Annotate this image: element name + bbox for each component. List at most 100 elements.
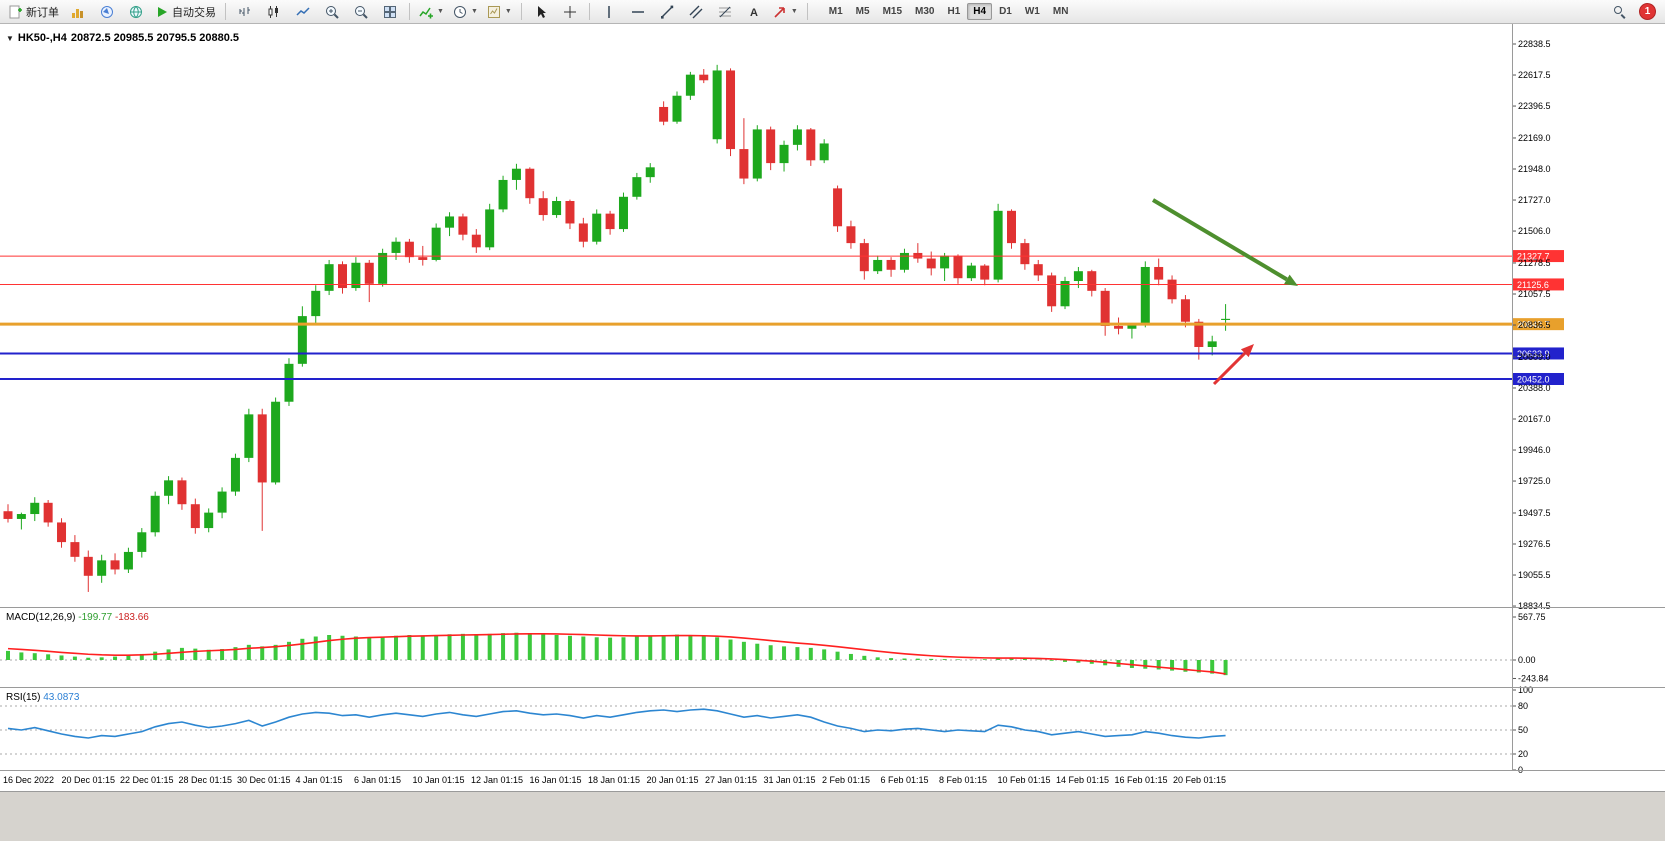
svg-text:22396.5: 22396.5 [1518, 101, 1551, 111]
toolbar-separator [806, 3, 808, 20]
svg-text:16 Feb 01:15: 16 Feb 01:15 [1115, 775, 1168, 785]
fibonacci-tool-button[interactable] [711, 1, 739, 23]
tab-timeframe-m30[interactable]: M30 [915, 6, 935, 17]
price-axis: 22838.5 22617.5 22396.5 22169.0 21948.0 21727… [1512, 39, 1551, 611]
toolbar-separator [520, 3, 522, 20]
cursor-tool-button[interactable] [527, 1, 555, 23]
price-line-badge [1513, 250, 1564, 263]
horizontal-line-tool-button[interactable] [624, 1, 652, 23]
svg-text:80: 80 [1518, 701, 1528, 711]
line-chart-icon [296, 5, 310, 19]
svg-text:6 Jan 01:15: 6 Jan 01:15 [354, 775, 401, 785]
toolbar: 新订单 自动交易 [0, 0, 1665, 24]
svg-text:0.00: 0.00 [1518, 655, 1536, 665]
svg-text:10 Jan 01:15: 10 Jan 01:15 [413, 775, 465, 785]
vertical-line-tool-button[interactable] [595, 1, 623, 23]
templates-button[interactable]: ▼ [483, 1, 516, 23]
arrows-tool-button[interactable]: ▼ [769, 1, 802, 23]
terminal-button[interactable] [122, 1, 150, 23]
indicators-button[interactable]: ▼ [415, 1, 448, 23]
macd-signal-value: -183.66 [114, 612, 149, 623]
trendline-tool-button[interactable] [653, 1, 681, 23]
svg-text:18 Jan 01:15: 18 Jan 01:15 [588, 775, 640, 785]
svg-text:6 Feb 01:15: 6 Feb 01:15 [881, 775, 929, 785]
svg-text:A: A [750, 7, 758, 19]
svg-text:-243.84: -243.84 [1518, 673, 1549, 683]
svg-text:22 Dec 01:15: 22 Dec 01:15 [120, 775, 174, 785]
timeframe-tabs: M1 M5 M15 M30 H1 H4 D1 W1 MN [823, 3, 1075, 20]
svg-text:20633.9: 20633.9 [1517, 349, 1550, 359]
horizontal-line-icon [631, 5, 645, 19]
crosshair-icon [563, 5, 577, 19]
vertical-line-icon [602, 5, 616, 19]
price-line-badge [1513, 278, 1564, 291]
symbol-period-label: HK50-,H4 [17, 32, 67, 44]
price-line-badge [1513, 347, 1564, 360]
macd-main-value: -199.77 [78, 612, 113, 623]
zoom-in-icon [325, 5, 339, 19]
tile-windows-button[interactable] [376, 1, 404, 23]
zoom-in-button[interactable] [318, 1, 346, 23]
navigator-button[interactable] [93, 1, 121, 23]
horizontal-price-line[interactable]: 20633.9 [0, 347, 1564, 360]
autotrade-button[interactable]: 自动交易 [151, 1, 220, 23]
bottom-scrollbar-area[interactable] [0, 791, 1665, 841]
svg-text:50: 50 [1518, 725, 1528, 735]
bar-chart-icon [238, 5, 252, 19]
svg-text:31 Jan 01:15: 31 Jan 01:15 [764, 775, 816, 785]
svg-text:21948.0: 21948.0 [1518, 164, 1551, 174]
tab-timeframe-h1[interactable]: H1 [947, 6, 961, 17]
svg-text:21727.0: 21727.0 [1518, 195, 1551, 205]
rsi-indicator-name: RSI(15) [6, 692, 41, 703]
tab-timeframe-mn[interactable]: MN [1052, 6, 1069, 17]
svg-text:22617.5: 22617.5 [1518, 70, 1551, 80]
chart-menu-icon[interactable]: ▼ [6, 33, 14, 43]
svg-text:20167.0: 20167.0 [1518, 414, 1551, 424]
tab-timeframe-h4[interactable]: H4 [967, 3, 993, 20]
tab-timeframe-m1[interactable]: M1 [828, 6, 843, 17]
horizontal-price-line[interactable]: 21125.6 [0, 278, 1564, 291]
crosshair-tool-button[interactable] [556, 1, 584, 23]
new-order-icon [9, 5, 23, 19]
tab-timeframe-d1[interactable]: D1 [999, 6, 1012, 17]
market-watch-icon [71, 5, 85, 19]
svg-text:20842.7: 20842.7 [1517, 320, 1550, 330]
svg-text:19725.0: 19725.0 [1518, 476, 1551, 486]
new-order-button[interactable]: 新订单 [5, 1, 63, 23]
search-button[interactable] [1606, 1, 1634, 23]
tab-timeframe-m15[interactable]: M15 [882, 6, 903, 17]
market-watch-button[interactable] [64, 1, 92, 23]
toolbar-separator [588, 3, 590, 20]
tab-timeframe-m5[interactable]: M5 [855, 6, 870, 17]
svg-text:20388.0: 20388.0 [1518, 383, 1551, 393]
chart-title: ▼ HK50-,H4 20872.5 20985.5 20795.5 20880… [6, 32, 239, 44]
horizontal-price-line[interactable]: 20842.7 [0, 318, 1564, 331]
svg-text:19276.5: 19276.5 [1518, 539, 1551, 549]
channel-tool-button[interactable] [682, 1, 710, 23]
text-icon: A [747, 5, 761, 19]
chart-area: 21327.7 21125.6 20842.7 20633.9 20452.0 22838… [0, 24, 1665, 791]
svg-text:18834.5: 18834.5 [1518, 601, 1551, 611]
ohlc-label: 20872.5 20985.5 20795.5 20880.5 [70, 32, 240, 44]
horizontal-price-line[interactable]: 20452.0 [0, 372, 1564, 385]
bar-chart-mode-button[interactable] [231, 1, 259, 23]
text-tool-button[interactable]: A [740, 1, 768, 23]
svg-text:21506.0: 21506.0 [1518, 226, 1551, 236]
fibonacci-icon [718, 5, 732, 19]
periods-button[interactable]: ▼ [449, 1, 482, 23]
trendline-icon [660, 5, 674, 19]
trend-down-arrow[interactable] [1151, 198, 1298, 286]
search-icon [1613, 5, 1627, 19]
macd-signal-line [7, 632, 1226, 675]
price-chart-canvas[interactable]: 21327.721125.620842.720633.920452.022838… [0, 24, 1665, 791]
new-order-label: 新订单 [26, 6, 59, 19]
bounce-up-arrow[interactable] [1212, 344, 1254, 386]
line-chart-mode-button[interactable] [289, 1, 317, 23]
tab-timeframe-w1[interactable]: W1 [1024, 6, 1040, 17]
svg-text:20452.0: 20452.0 [1517, 374, 1550, 384]
horizontal-price-line[interactable]: 21327.7 [0, 250, 1564, 263]
notification-badge[interactable]: 1 [1639, 3, 1656, 20]
rsi-pane: 1008050200 [0, 685, 1533, 775]
zoom-out-button[interactable] [347, 1, 375, 23]
candlestick-mode-button[interactable] [260, 1, 288, 23]
